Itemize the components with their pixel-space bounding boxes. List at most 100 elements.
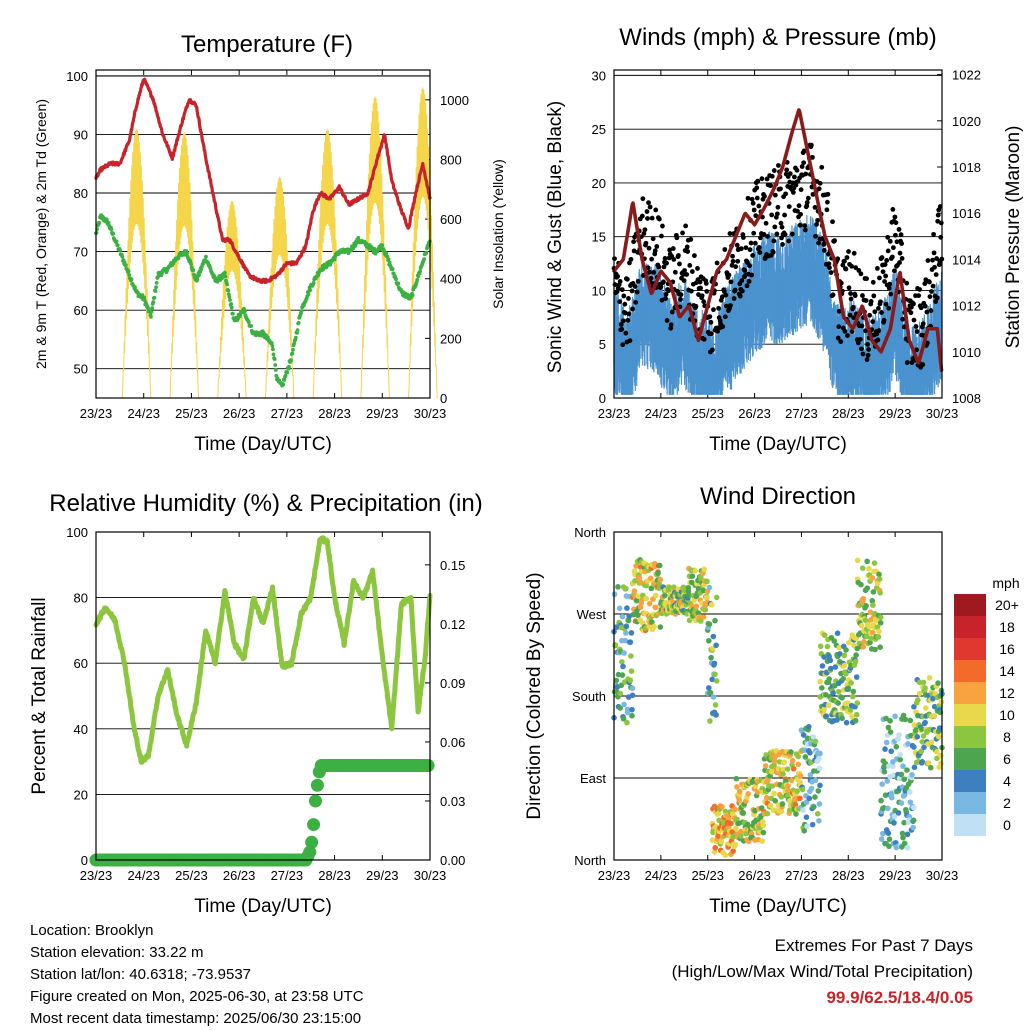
gust-point [622,301,628,307]
direction-point [628,630,635,636]
gust-point [625,317,631,323]
gust-point [772,192,778,198]
winds-xtick-label: 26/23 [738,406,771,421]
gust-point [897,250,903,256]
direction-point [760,829,767,836]
gust-point [756,203,762,209]
colorbar-swatch [954,616,986,638]
direction-point [800,732,807,738]
direction-point [709,676,716,683]
gust-point [719,294,725,300]
gust-point [860,351,866,357]
gust-point [882,262,888,267]
gust-point [617,279,623,284]
gust-point [687,263,693,268]
dewpoint-point [410,293,415,298]
direction-point [870,602,876,608]
colorbar-label: 10 [999,707,1015,723]
direction-point [656,562,663,569]
gust-point [922,303,928,309]
gust-point [740,235,746,240]
direction-point [647,575,654,582]
direction-point [834,630,841,637]
direction-point [797,795,803,802]
direction-point [661,592,668,599]
gust-point [814,221,819,227]
colorbar-swatch [954,770,986,792]
direction-point [907,799,914,806]
direction-point [764,810,771,817]
direction-point [804,735,811,742]
gust-point [802,223,808,229]
temperature-ytick-label: 60 [74,303,88,318]
direction-point [628,668,635,674]
gust-point [769,173,775,179]
direction-xtick-label: 24/23 [645,868,678,883]
winds-rtick-label: 1018 [952,160,981,175]
gust-point [698,285,703,291]
gust-point [755,178,761,184]
direction-point [897,751,904,758]
gust-point [765,234,770,239]
gust-point [771,238,777,244]
direction-point [853,652,859,658]
winds-ytick-label: 20 [592,176,606,191]
gust-point [782,232,788,237]
direction-point [902,716,909,723]
gust-point [803,171,809,177]
direction-point [839,694,845,701]
gust-point [810,154,815,160]
gust-point [701,336,707,342]
gust-point [720,324,726,330]
dewpoint-point [115,243,120,248]
dewpoint-point [97,220,102,225]
gust-point [692,253,697,259]
gust-point [931,231,936,237]
direction-ytick-label: East [580,771,606,786]
humidity-panel: Relative Humidity (%) & Precipitation (i… [29,490,483,917]
colorbar-label: 8 [1003,729,1011,745]
gust-point [883,301,889,307]
direction-point [708,601,715,608]
gust-point [914,329,920,334]
direction-point [843,670,849,677]
direction-xlabel: Time (Day/UTC) [709,896,847,917]
direction-point [817,782,823,789]
gust-point [832,238,838,244]
gust-point [681,278,687,284]
direction-point [860,644,867,650]
gust-point [913,324,919,329]
direction-point [707,718,713,724]
direction-point [713,642,719,649]
gust-point [886,305,892,311]
direction-point [652,604,659,611]
gust-point [783,191,789,197]
direction-point [814,811,821,817]
direction-point [938,760,944,766]
gust-point [628,256,634,262]
humidity-rtick-label: 0.09 [440,676,465,691]
direction-point [910,817,917,824]
gust-point [728,279,734,285]
station-elevation: Station elevation: 33.22 m [30,944,204,961]
gust-point [880,269,886,275]
temperature-ytick-label: 100 [66,69,88,84]
gust-point [676,253,681,258]
gust-point [654,244,660,249]
gust-point [772,224,778,230]
direction-point [885,805,891,812]
gust-point [904,280,910,286]
gust-point [917,287,923,292]
direction-point [810,734,817,740]
direction-point [936,725,943,731]
dewpoint-point [109,227,114,232]
gust-point [652,248,658,254]
gust-point [664,318,670,323]
direction-point [778,808,785,815]
colorbar-label: 2 [1003,795,1011,811]
direction-xtick-label: 23/23 [598,868,631,883]
direction-point [834,717,840,723]
direction-point [891,820,897,826]
dewpoint-point [270,344,275,348]
direction-point [868,635,874,642]
